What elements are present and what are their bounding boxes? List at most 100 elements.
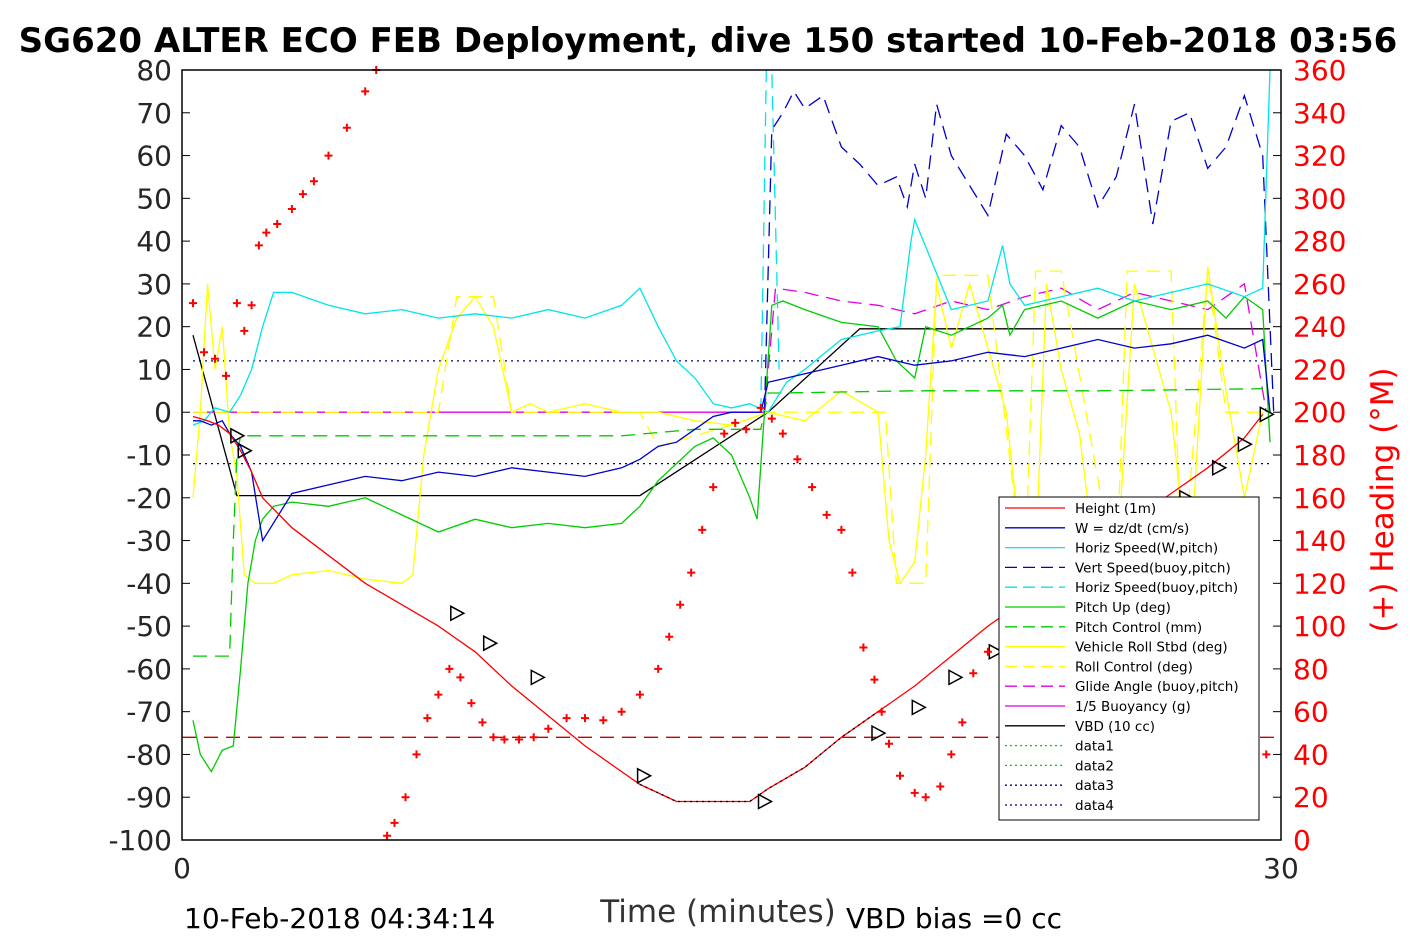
y-right-tick-label: 180 (1293, 439, 1346, 472)
height-marker (911, 699, 927, 716)
height-marker (237, 442, 253, 459)
footer-timestamp: 10-Feb-2018 04:34:14 (184, 902, 495, 935)
heading-point (467, 699, 476, 708)
series-vbd-line (192, 328, 1270, 497)
y-tick-label: 70 (136, 97, 172, 130)
heading-point (885, 739, 893, 748)
heading-point (958, 718, 967, 727)
heading-point (617, 707, 626, 716)
legend-label-data1: data1 (1075, 739, 1114, 755)
y-right-tick-label: 40 (1293, 738, 1329, 771)
y-right-axis-label: (+) Heading (°M) (1365, 367, 1401, 632)
y-right-tick-label: 80 (1293, 653, 1329, 686)
height-marker (757, 793, 774, 810)
heading-point (222, 371, 230, 380)
y-tick-label: -60 (126, 653, 172, 686)
heading-point (654, 664, 663, 673)
heading-point (720, 429, 729, 438)
legend-label-pitch: Pitch Up (deg) (1075, 600, 1171, 616)
heading-point (742, 425, 751, 434)
height-marker (230, 427, 246, 445)
series-horiz-line (192, 69, 1271, 426)
heading-point (822, 510, 831, 519)
heading-point (189, 299, 197, 308)
heading-point (445, 664, 454, 673)
y-right-tick-label: 140 (1293, 525, 1346, 558)
legend-label-horiz_buoy: Horiz Speed(buoy,pitch) (1075, 580, 1238, 596)
legend-label-roll_ctl: Roll Control (deg) (1075, 659, 1193, 675)
heading-point (921, 793, 930, 802)
heading-point (837, 525, 846, 534)
heading-point (687, 568, 696, 577)
heading-point (581, 714, 589, 723)
heading-point (390, 818, 399, 827)
heading-point (1262, 750, 1271, 759)
heading-point (240, 326, 249, 335)
y-right-tick-label: 240 (1293, 311, 1346, 344)
height-marker (1211, 459, 1228, 477)
heading-point (478, 718, 487, 727)
heading-point (515, 735, 523, 744)
heading-point (665, 632, 674, 641)
heading-point (262, 228, 271, 237)
y-right-tick-label: 100 (1293, 610, 1346, 643)
heading-point (287, 205, 296, 213)
heading-point (273, 220, 282, 228)
legend-label-data4: data4 (1075, 798, 1114, 814)
height-marker (1259, 406, 1275, 423)
heading-point (434, 690, 443, 699)
y-tick-label: 50 (136, 182, 172, 215)
heading-point (489, 733, 498, 742)
y-right-tick-label: 260 (1293, 268, 1346, 301)
heading-point (877, 707, 886, 716)
heading-point (599, 716, 608, 725)
heading-point (983, 647, 992, 656)
footer-vbd-bias: VBD bias =0 cc (846, 902, 1062, 935)
y-tick-label: -90 (126, 781, 172, 814)
heading-point (247, 301, 256, 310)
y-tick-label: -70 (126, 696, 172, 729)
legend-label-vbd: VBD (10 cc) (1075, 719, 1155, 735)
y-right-tick-label: 340 (1293, 97, 1346, 130)
heading-point (423, 714, 432, 723)
heading-point (793, 455, 802, 464)
legend-label-buoy: 1/5 Buoyancy (g) (1075, 699, 1191, 715)
y-tick-label: -20 (126, 482, 172, 515)
legend-label-height: Height (1m) (1075, 501, 1156, 517)
heading-point (698, 525, 707, 534)
heading-point (211, 354, 219, 363)
y-right-tick-label: 160 (1293, 482, 1346, 515)
heading-point (529, 733, 538, 742)
heading-point (309, 177, 318, 186)
heading-point (254, 241, 263, 250)
heading-point (947, 750, 956, 759)
y-right-tick-label: 300 (1293, 182, 1346, 215)
y-right-tick-label: 360 (1293, 54, 1346, 87)
legend-label-roll: Vehicle Roll Stbd (deg) (1075, 640, 1228, 656)
heading-point (361, 87, 370, 96)
heading-point (342, 123, 351, 132)
y-tick-label: 40 (136, 225, 172, 258)
heading-point (324, 151, 333, 160)
legend-label-pitch_ctl: Pitch Control (mm) (1075, 620, 1202, 636)
heading-point (936, 782, 945, 791)
height-marker (948, 669, 964, 686)
y-right-tick-label: 60 (1293, 696, 1329, 729)
height-marker (530, 669, 546, 686)
heading-point (500, 735, 509, 744)
heading-point (767, 414, 776, 423)
series-roll_ctl-line (193, 270, 1263, 584)
y-tick-label: -10 (126, 439, 172, 472)
heading-point (635, 690, 644, 699)
height-marker (450, 605, 466, 622)
heading-point (778, 429, 787, 438)
y-right-tick-label: 220 (1293, 353, 1346, 386)
x-axis-label: Time (minutes) (599, 894, 835, 930)
heading-point (232, 299, 241, 308)
heading-point (870, 675, 879, 684)
series-horiz_buoy-line (760, 69, 780, 413)
heading-point (401, 793, 410, 802)
y-right-tick-label: 200 (1293, 396, 1346, 429)
height-marker (482, 634, 499, 652)
